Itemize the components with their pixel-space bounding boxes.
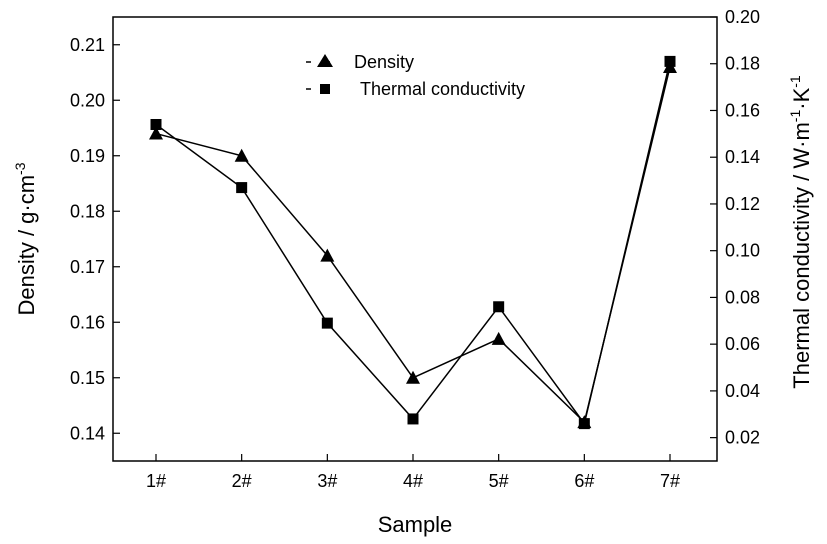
legend-tc-square-marker (320, 84, 330, 94)
left-tick-label: 0.20 (70, 90, 105, 110)
density-point (491, 331, 506, 345)
density-point (406, 370, 420, 384)
left-axis-title: Density / g·cm-3 (12, 162, 39, 315)
density-point (320, 248, 335, 262)
thermal-conductivity-point (493, 301, 505, 313)
right-tick-label: 0.16 (725, 100, 760, 120)
right-axis-ticks: 0.02 0.04 0.06 0.08 0.10 0.12 0.14 0.16 0.18 0.20 (710, 7, 760, 448)
x-tick-label: 4# (403, 471, 423, 491)
left-tick-label: 0.14 (70, 423, 105, 443)
thermal-conductivity-series-line (155, 61, 671, 426)
x-tick-label: 5# (489, 471, 509, 491)
thermal-conductivity-point (578, 418, 590, 430)
thermal-conductivity-point (150, 118, 162, 130)
left-tick-label: 0.21 (70, 35, 105, 55)
x-tick-label: 7# (660, 471, 680, 491)
right-tick-label: 0.20 (725, 7, 760, 27)
left-tick-label: 0.16 (70, 312, 105, 332)
thermal-conductivity-point (664, 55, 676, 67)
right-tick-label: 0.02 (725, 428, 760, 448)
legend: Density Thermal conductivity (306, 52, 525, 99)
right-tick-label: 0.10 (725, 241, 760, 261)
x-tick-label: 2# (232, 471, 252, 491)
thermal-conductivity-point (407, 413, 419, 425)
right-tick-label: 0.14 (725, 147, 760, 167)
density-series-line (155, 66, 671, 424)
left-tick-label: 0.18 (70, 201, 105, 221)
plot-frame (112, 16, 718, 462)
right-tick-label: 0.12 (725, 194, 760, 214)
x-tick-label: 3# (317, 471, 337, 491)
legend-entry-density: Density (306, 52, 414, 72)
thermal-conductivity-point (236, 182, 248, 194)
legend-entry-thermal-conductivity: Thermal conductivity (306, 79, 525, 99)
x-tick-label: 1# (146, 471, 166, 491)
left-axis-ticks: 0.14 0.15 0.16 0.17 0.18 0.19 0.20 0.21 (70, 35, 120, 443)
right-tick-label: 0.08 (725, 287, 760, 307)
legend-density-label: Density (354, 52, 414, 72)
x-axis-title: Sample (378, 512, 453, 537)
x-axis-ticks: 1# 2# 3# 4# 5# 6# 7# (146, 454, 680, 491)
thermal-conductivity-point (321, 317, 333, 329)
right-tick-label: 0.04 (725, 381, 760, 401)
right-tick-label: 0.18 (725, 54, 760, 74)
legend-tc-label: Thermal conductivity (360, 79, 525, 99)
density-point (149, 126, 163, 140)
series-layer (149, 55, 677, 430)
legend-density-triangle-marker (317, 54, 333, 67)
left-tick-label: 0.17 (70, 257, 105, 277)
x-tick-label: 6# (574, 471, 594, 491)
left-tick-label: 0.15 (70, 368, 105, 388)
left-tick-label: 0.19 (70, 146, 105, 166)
right-tick-label: 0.06 (725, 334, 760, 354)
density-point (234, 148, 249, 162)
right-axis-title: Thermal conductivity / W·m-1·K-1 (787, 75, 814, 389)
